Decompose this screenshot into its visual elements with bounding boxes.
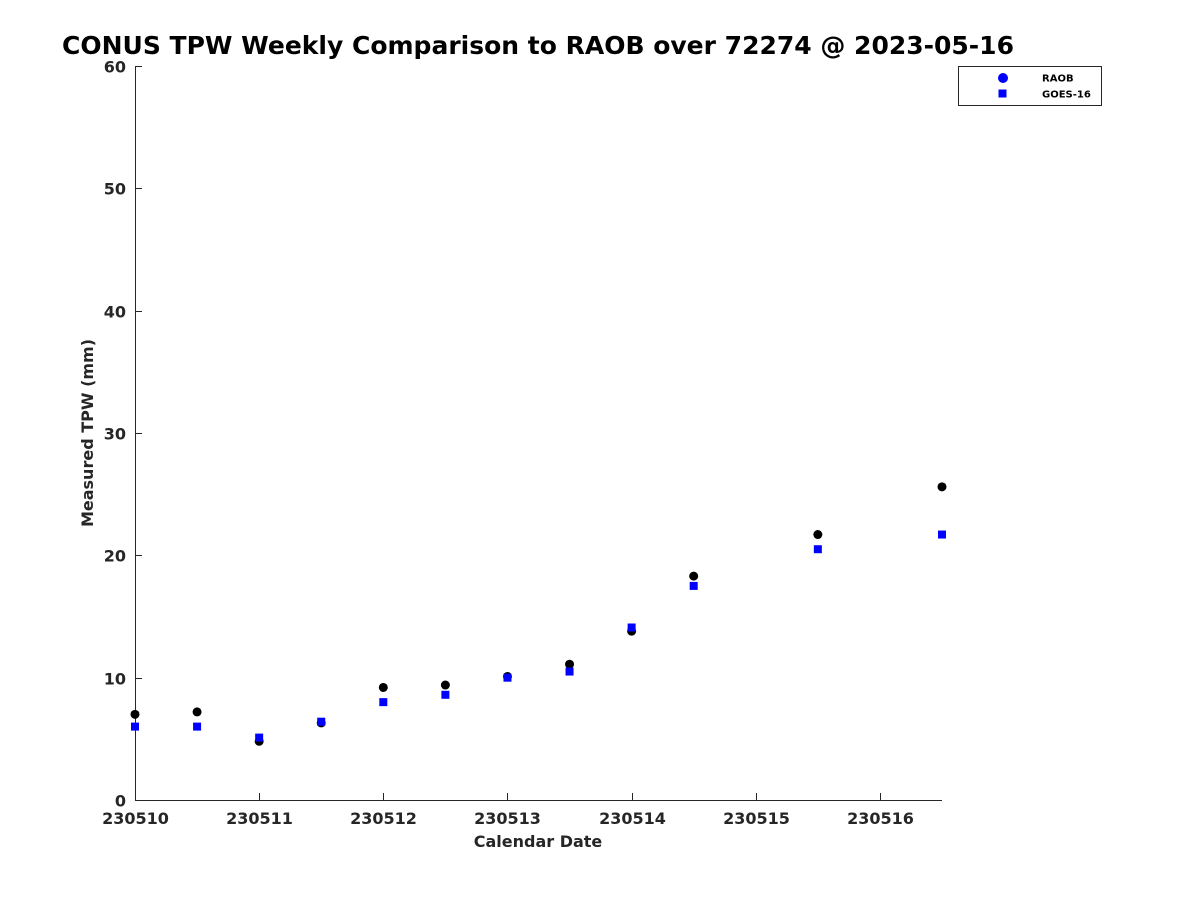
point-raob	[565, 659, 575, 669]
point-goes16	[813, 545, 822, 554]
point-raob	[813, 530, 823, 540]
x-tick-label: 230512	[350, 809, 417, 828]
point-raob	[130, 709, 140, 719]
point-goes16	[255, 733, 264, 742]
legend-label-goes16: GOES-16	[1042, 90, 1091, 101]
y-ticks: 0 10 20 30 40 50 60	[104, 58, 142, 811]
y-axis-label: Measured TPW (mm)	[78, 339, 97, 527]
point-goes16	[627, 623, 636, 632]
y-tick-label: 50	[104, 180, 126, 199]
x-tick-label: 230511	[226, 809, 293, 828]
point-raob	[192, 707, 202, 717]
point-goes16	[379, 698, 388, 707]
legend: RAOB GOES-16	[958, 66, 1102, 106]
point-raob	[937, 482, 947, 492]
x-tick-label: 230510	[102, 809, 169, 828]
legend-marker-raob	[998, 73, 1008, 83]
x-tick-label: 230514	[599, 809, 666, 828]
y-tick-label: 30	[104, 425, 126, 444]
point-goes16	[441, 690, 450, 699]
x-tick-label: 230515	[723, 809, 790, 828]
point-raob	[440, 680, 450, 690]
legend-box	[958, 66, 1102, 106]
point-goes16	[317, 717, 326, 726]
x-tick-label: 230513	[474, 809, 541, 828]
point-goes16	[689, 581, 698, 590]
y-tick-label: 60	[104, 58, 126, 77]
point-goes16	[565, 667, 574, 676]
legend-marker-goes16	[998, 89, 1007, 98]
point-goes16	[503, 673, 512, 682]
point-goes16	[938, 530, 946, 539]
point-raob	[689, 571, 699, 581]
x-tick-label: 230516	[847, 809, 914, 828]
point-raob	[378, 682, 388, 692]
legend-label-raob: RAOB	[1042, 74, 1074, 85]
y-tick-label: 0	[115, 792, 126, 811]
x-ticks: 230510 230511 230512 230513 230514 230515 2305…	[102, 793, 914, 828]
point-goes16	[131, 722, 139, 731]
data-markers	[130, 482, 947, 746]
point-goes16	[193, 722, 202, 731]
y-tick-label: 20	[104, 547, 126, 566]
y-tick-label: 40	[104, 303, 126, 322]
y-tick-label: 10	[104, 670, 126, 689]
x-axis-label: Calendar Date	[474, 832, 603, 851]
chart-title: CONUS TPW Weekly Comparison to RAOB over…	[62, 31, 1014, 60]
